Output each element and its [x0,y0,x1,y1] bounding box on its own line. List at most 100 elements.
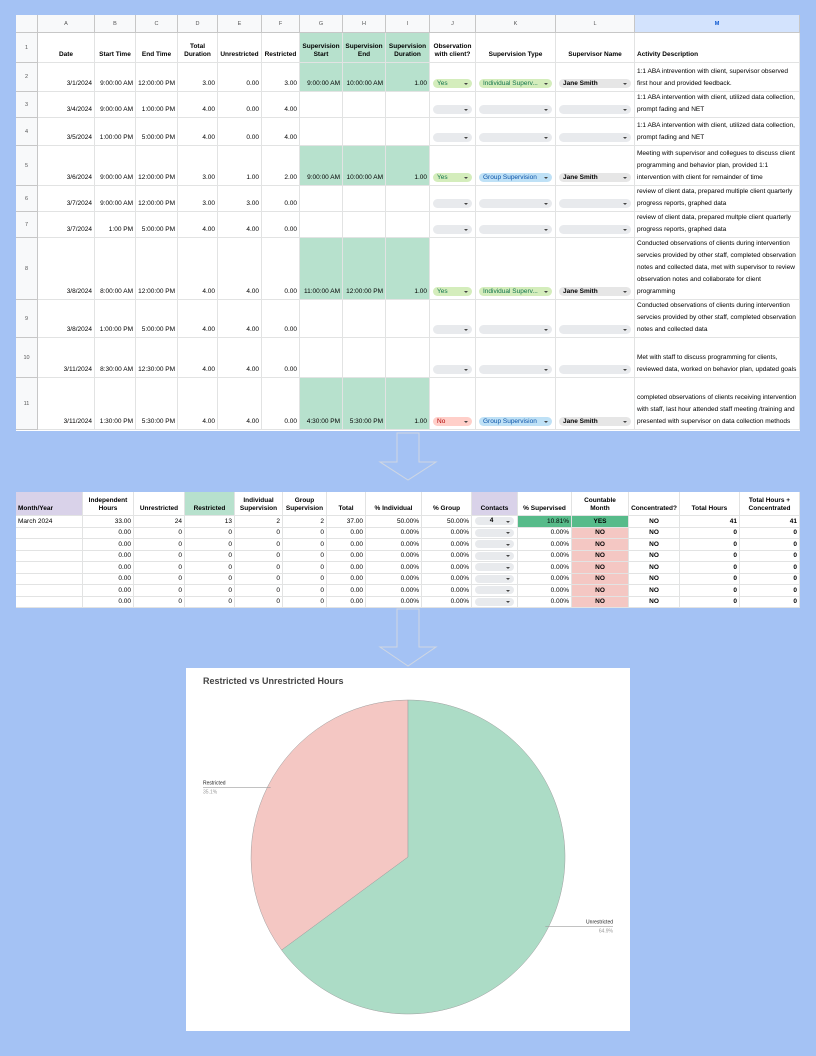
dropdown-arrow [464,108,468,111]
dropdown-chip[interactable] [559,199,631,208]
dropdown-chip[interactable] [475,563,514,571]
dropdown-chip[interactable]: No [433,417,472,426]
dropdown-chip[interactable] [475,597,514,606]
dropdown-chip[interactable] [433,105,472,114]
cell-text: 3/6/2024 [66,174,92,181]
cell: 0.00 [327,573,366,585]
cell-text: 3/8/2024 [66,326,92,333]
dropdown-chip[interactable]: Jane Smith [559,79,631,88]
column-letter: I [386,15,430,33]
dropdown-chip[interactable] [475,586,514,594]
row-number: 6 [16,186,38,212]
dropdown-chip[interactable]: Group Supervision [479,417,552,426]
cell: 37.00 [327,516,366,528]
cell: 0.00% [518,527,572,539]
header-cell: Total [327,492,366,516]
cell-text: 0 [178,586,182,594]
dropdown-arrow [544,136,548,139]
cell: 33.00 [83,516,134,528]
cell-text: 0 [178,598,182,605]
dropdown-arrow [506,520,510,523]
dropdown-arrow [544,328,548,331]
dropdown-chip[interactable] [479,365,552,374]
cell-text: Activity Description [637,51,699,58]
dropdown-chip[interactable] [475,551,514,560]
dropdown-arrow [623,202,627,205]
dropdown-chip[interactable] [559,365,631,374]
cell [476,92,556,118]
cell-text: No [437,417,446,425]
dropdown-chip[interactable] [479,325,552,334]
cell-text: 1.00 [414,80,427,87]
cell: NO [572,550,629,562]
cell-text: 0 [320,575,324,582]
dropdown-chip[interactable] [559,133,631,142]
dropdown-chip[interactable] [433,225,472,234]
cell: 0.00 [83,539,134,551]
dropdown-chip[interactable] [433,199,472,208]
dropdown-chip[interactable]: Yes [433,287,472,296]
dropdown-chip[interactable]: 4 [475,517,514,525]
header-cell: Supervision Start [300,33,343,63]
cell-text: 4.00 [284,134,297,141]
cell [343,212,386,238]
dropdown-chip[interactable] [479,225,552,234]
cell-text: Individual Superv... [483,79,538,87]
cell-text: 2 [24,74,29,80]
down-arrow [378,608,438,667]
cell-text: Individual Supervision [239,497,278,512]
dropdown-arrow [506,532,510,534]
dropdown-chip[interactable]: Yes [433,79,472,88]
cell: 0 [185,550,235,562]
dropdown-arrow [623,368,627,371]
dropdown-chip[interactable]: Group Supervision [479,173,552,182]
cell-text: 0 [178,575,182,582]
cell: 0.00% [422,596,472,608]
cell: 50.00% [366,516,422,528]
cell [386,92,430,118]
dropdown-arrow [544,176,548,179]
cell-text: 12:00:00 PM [138,174,175,181]
dropdown-chip[interactable] [433,133,472,142]
cell [16,585,83,597]
dropdown-chip[interactable] [475,574,514,583]
dropdown-chip[interactable]: Individual Superv... [479,287,552,296]
dropdown-chip[interactable] [479,105,552,114]
header-cell: % Individual [366,492,422,516]
dropdown-chip[interactable] [559,105,631,114]
dropdown-chip[interactable]: Yes [433,173,472,182]
cell-text: NO [649,540,659,548]
cell-text: March 2024 [18,517,53,525]
dropdown-chip[interactable] [559,325,631,334]
cell: 3/8/2024 [38,300,95,338]
slice-value-label: 64.9% [599,928,614,934]
cell: 4.00 [262,92,300,118]
cell-text: 8:00:00 AM [100,288,133,295]
cell [16,550,83,562]
dropdown-chip[interactable]: Jane Smith [559,173,631,182]
dropdown-chip[interactable] [433,325,472,334]
dropdown-chip[interactable] [433,365,472,374]
cell [386,338,430,378]
dropdown-chip[interactable]: Jane Smith [559,417,631,426]
cell-text: NO [595,575,605,582]
cell: Yes [430,146,476,186]
cell: completed observations of clients receiv… [635,378,800,430]
cell: 0 [283,585,327,597]
cell-text: 0 [320,586,324,594]
cell: 1:1 ABA intervention with client, utiliz… [635,92,800,118]
cell [343,92,386,118]
dropdown-chip[interactable] [479,199,552,208]
cell: 0.00 [262,338,300,378]
dropdown-chip[interactable] [559,225,631,234]
dropdown-chip[interactable]: Jane Smith [559,287,631,296]
dropdown-chip[interactable] [475,540,514,548]
cell [472,562,518,574]
cell: 0 [235,527,283,539]
cell [386,212,430,238]
dropdown-chip[interactable]: Individual Superv... [479,79,552,88]
cell-text: E [237,20,242,27]
cell-text: H [362,20,366,27]
dropdown-chip[interactable] [479,133,552,142]
dropdown-chip[interactable] [475,528,514,537]
